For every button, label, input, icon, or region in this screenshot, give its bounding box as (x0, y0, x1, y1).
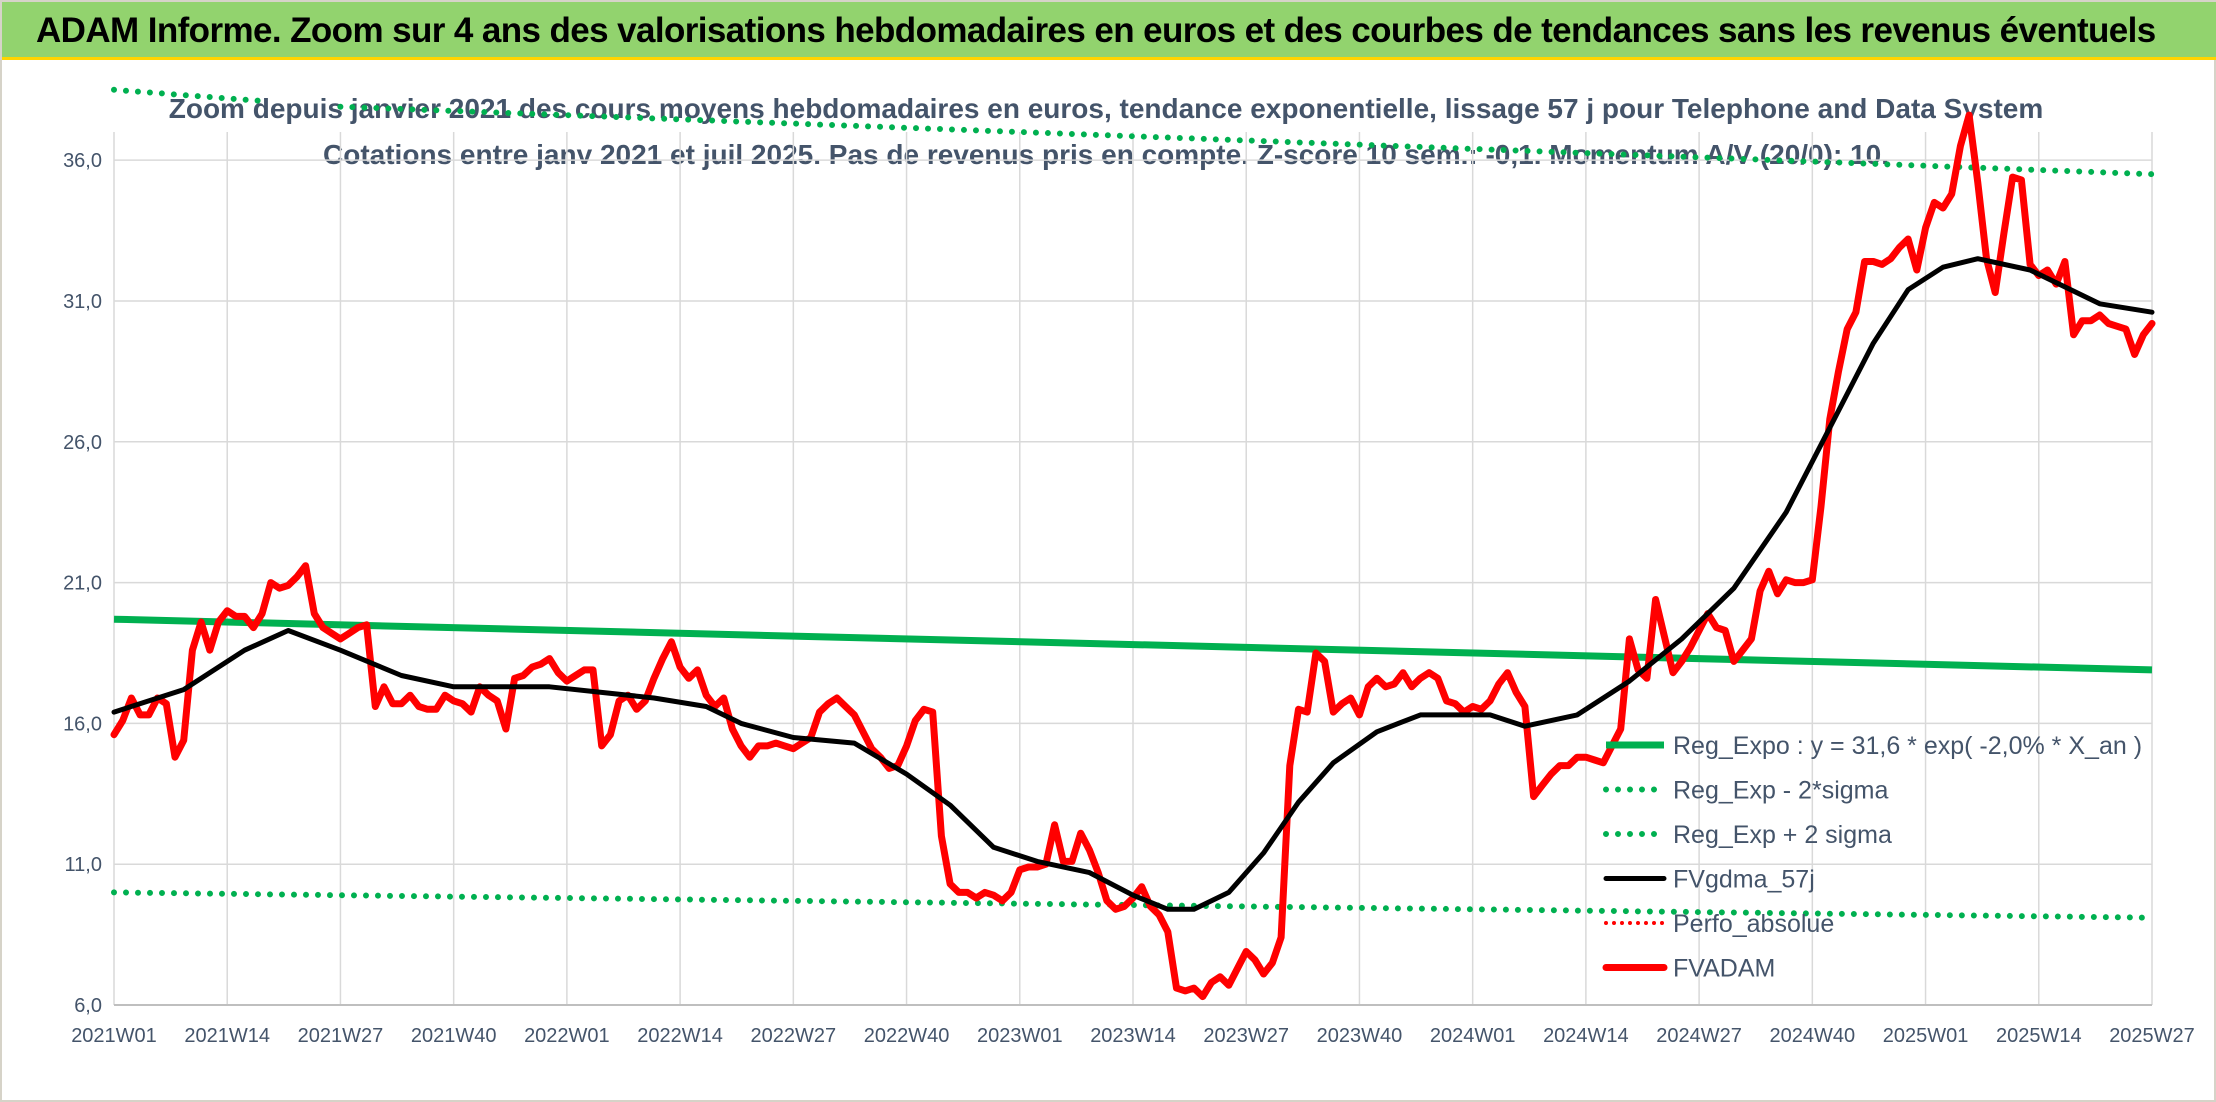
x-tick-label: 2025W27 (2109, 1025, 2195, 1047)
axes: 6,0 11,0 16,0 21,0 26,0 31,0 36,0 2021W01 2021W1… (63, 150, 2195, 1047)
series-line-fvgdma-57j (111, 256, 2155, 912)
x-tick-label: 2025W01 (1883, 1025, 1969, 1047)
y-tick-label: 26,0 (63, 432, 102, 454)
y-tick-label: 11,0 (65, 854, 102, 876)
x-tick-label: 2022W27 (751, 1025, 837, 1047)
legend-label: Perfo_absolue (1673, 910, 1834, 938)
legend: Reg_Expo : y = 31,6 * exp( -2,0% * X_an … (1602, 732, 2142, 983)
x-tick-label: 2023W40 (1317, 1025, 1403, 1047)
x-tick-label: 2022W14 (637, 1025, 723, 1047)
series-line-fvadam (110, 111, 2156, 1001)
series-line-reg-exp (111, 86, 2155, 178)
chart-subtitle: Cotations entre janv 2021 et juil 2025. … (323, 139, 1889, 170)
y-tick-label: 36,0 (63, 150, 102, 172)
x-tick-label: 2022W40 (864, 1025, 950, 1047)
legend-label: FVgdma_57j (1673, 866, 1815, 894)
y-tick-label: 31,0 (63, 291, 102, 313)
x-tick-label: 2025W14 (1996, 1025, 2082, 1047)
x-tick-label: 2023W27 (1203, 1025, 1289, 1047)
series-lines (110, 86, 2156, 1001)
x-tick-label: 2021W14 (184, 1025, 270, 1047)
y-tick-label: 21,0 (63, 573, 102, 595)
y-tick-label: 16,0 (63, 713, 102, 735)
series-line-reg-exp (111, 889, 2155, 921)
x-tick-label: 2021W40 (411, 1025, 497, 1047)
x-tick-label: 2021W27 (298, 1025, 384, 1047)
x-tick-label: 2024W01 (1430, 1025, 1516, 1047)
x-tick-label: 2021W01 (71, 1025, 157, 1047)
banner-title: ADAM Informe. Zoom sur 4 ans des valoris… (36, 11, 2156, 50)
banner: ADAM Informe. Zoom sur 4 ans des valoris… (2, 2, 2216, 60)
x-tick-label: 2024W40 (1770, 1025, 1856, 1047)
legend-label: Reg_Exp - 2*sigma (1673, 777, 1888, 805)
legend-label: Reg_Exp + 2 sigma (1673, 821, 1892, 849)
chart-title: Zoom depuis janvier 2021 des cours moyen… (169, 93, 2044, 124)
x-tick-label: 2024W14 (1543, 1025, 1629, 1047)
series-line-reg-expo (113, 615, 2153, 674)
legend-label: FVADAM (1673, 955, 1775, 983)
x-tick-label: 2022W01 (524, 1025, 610, 1047)
x-tick-label: 2023W14 (1090, 1025, 1176, 1047)
x-tick-label: 2023W01 (977, 1025, 1063, 1047)
y-tick-label: 6,0 (74, 995, 102, 1017)
legend-label: Reg_Expo : y = 31,6 * exp( -2,0% * X_an … (1673, 732, 2142, 760)
gridlines (113, 132, 2153, 1006)
x-tick-label: 2024W27 (1656, 1025, 1742, 1047)
